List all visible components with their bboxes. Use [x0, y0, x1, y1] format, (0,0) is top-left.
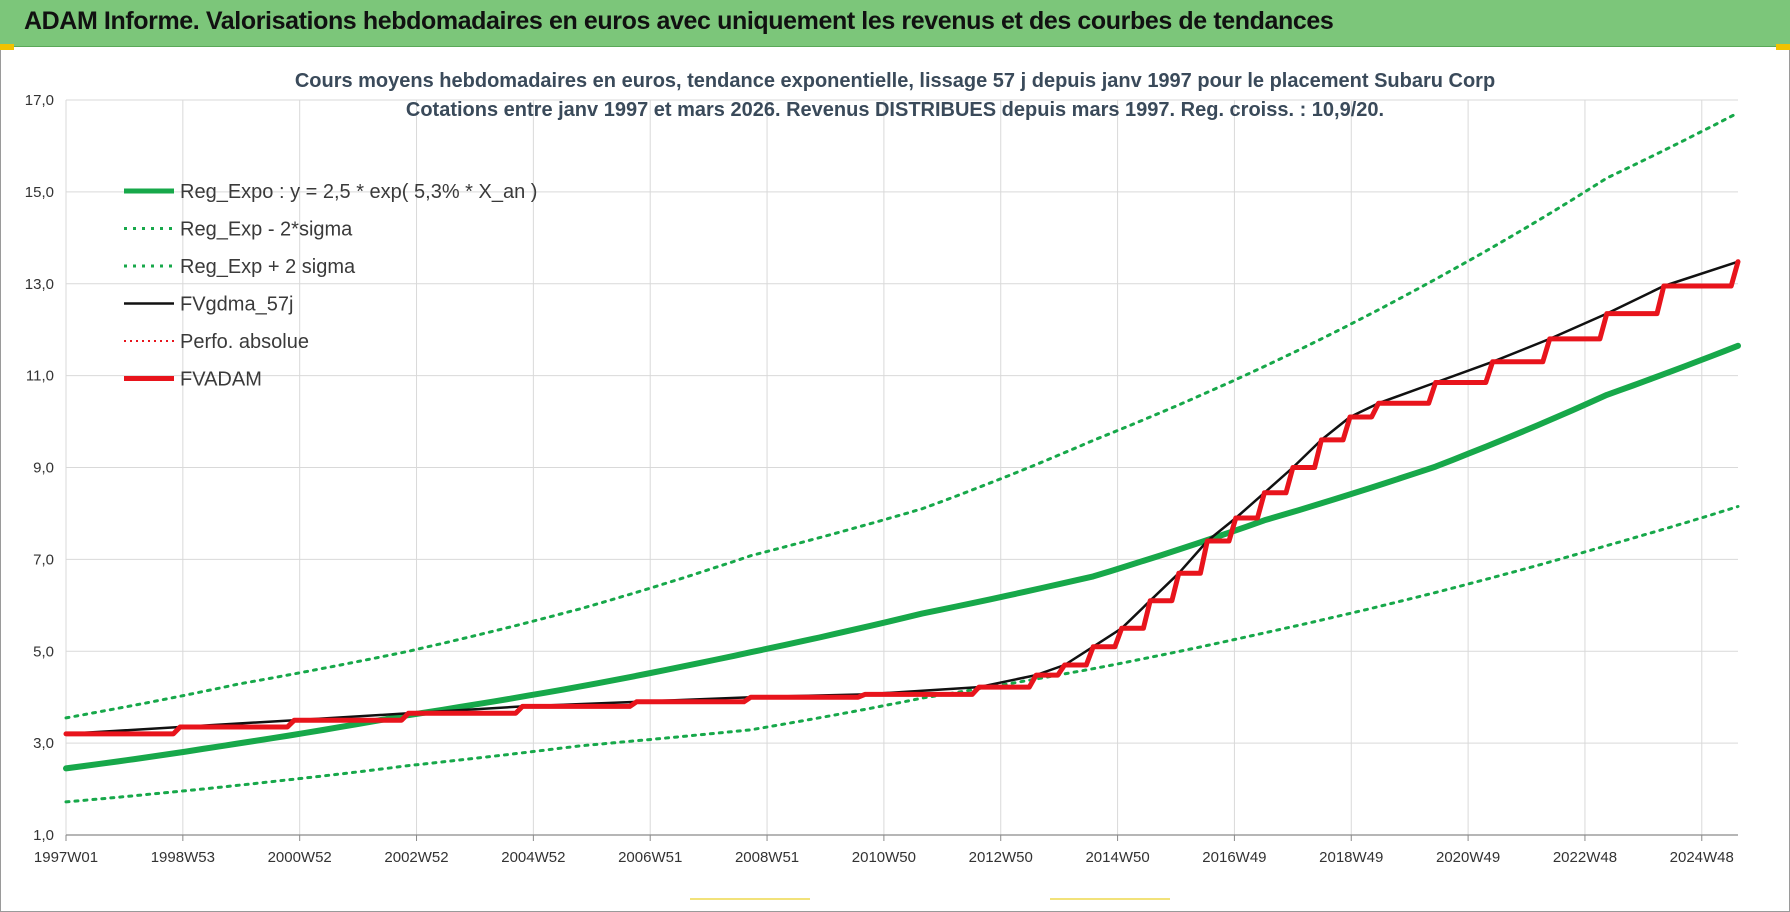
legend-label: FVgdma_57j: [180, 294, 293, 316]
header-bar: ADAM Informe. Valorisations hebdomadaire…: [0, 0, 1790, 47]
chart-title-line-1: Cours moyens hebdomadaires en euros, ten…: [295, 70, 1495, 92]
x-tick-label: 2022W48: [1553, 849, 1617, 866]
y-tick-label: 5,0: [33, 643, 54, 660]
x-tick-label: 2002W52: [384, 849, 448, 866]
legend-label: Reg_Exp + 2 sigma: [180, 256, 356, 278]
bottom-accent-2: [1050, 898, 1170, 900]
line-chart: 1,0 3,0 5,0 7,0 9,0 11,0 13,0 15,0 17,0 1997W01 19…: [25, 70, 1741, 866]
corner-marker-left: [0, 44, 14, 50]
y-tick-label: 15,0: [25, 184, 54, 201]
y-tick-label: 1,0: [33, 827, 54, 844]
legend: Reg_Expo : y = 2,5 * exp( 5,3% * X_an ) R…: [124, 181, 537, 391]
series-line-0: [63, 342, 1741, 772]
y-tick-label: 13,0: [25, 276, 54, 293]
x-tick-label: 2000W52: [268, 849, 332, 866]
series: [63, 111, 1741, 804]
x-tick-label: 2012W50: [969, 849, 1033, 866]
legend-label: Perfo. absolue: [180, 331, 309, 353]
x-tick-label: 2018W49: [1319, 849, 1383, 866]
x-tick-label: 2024W48: [1670, 849, 1734, 866]
chart-area: 1,0 3,0 5,0 7,0 9,0 11,0 13,0 15,0 17,0 1997W01 19…: [0, 48, 1790, 910]
page-title: ADAM Informe. Valorisations hebdomadaire…: [24, 7, 1334, 35]
series-line-2: [64, 111, 1740, 720]
x-tick-label: 2006W51: [618, 849, 682, 866]
x-tick-label: 2008W51: [735, 849, 799, 866]
legend-label: Reg_Expo : y = 2,5 * exp( 5,3% * X_an ): [180, 181, 537, 203]
x-tick-label: 2020W49: [1436, 849, 1500, 866]
y-tick-label: 7,0: [33, 551, 54, 568]
grid: [65, 99, 1738, 836]
x-tick-label: 1997W01: [34, 849, 98, 866]
series-line-1: [64, 505, 1740, 804]
y-tick-label: 3,0: [33, 735, 54, 752]
legend-label: Reg_Exp - 2*sigma: [180, 219, 353, 241]
y-tick-label: 9,0: [33, 460, 54, 477]
corner-marker-right: [1776, 44, 1790, 50]
y-tick-label: 17,0: [25, 92, 54, 109]
x-tick-label: 2004W52: [501, 849, 565, 866]
bottom-accent-1: [690, 898, 810, 900]
x-tick-label: 1998W53: [151, 849, 215, 866]
x-tick-label: 2014W50: [1085, 849, 1149, 866]
x-tick-label: 2010W50: [852, 849, 916, 866]
axes: 1,0 3,0 5,0 7,0 9,0 11,0 13,0 15,0 17,0 1997W01 19…: [25, 92, 1738, 866]
x-tick-label: 2016W49: [1202, 849, 1266, 866]
series-line-5: [63, 259, 1741, 737]
legend-label: FVADAM: [180, 369, 262, 391]
chart-title-line-2: Cotations entre janv 1997 et mars 2026. …: [406, 99, 1384, 121]
y-tick-label: 11,0: [26, 368, 54, 385]
